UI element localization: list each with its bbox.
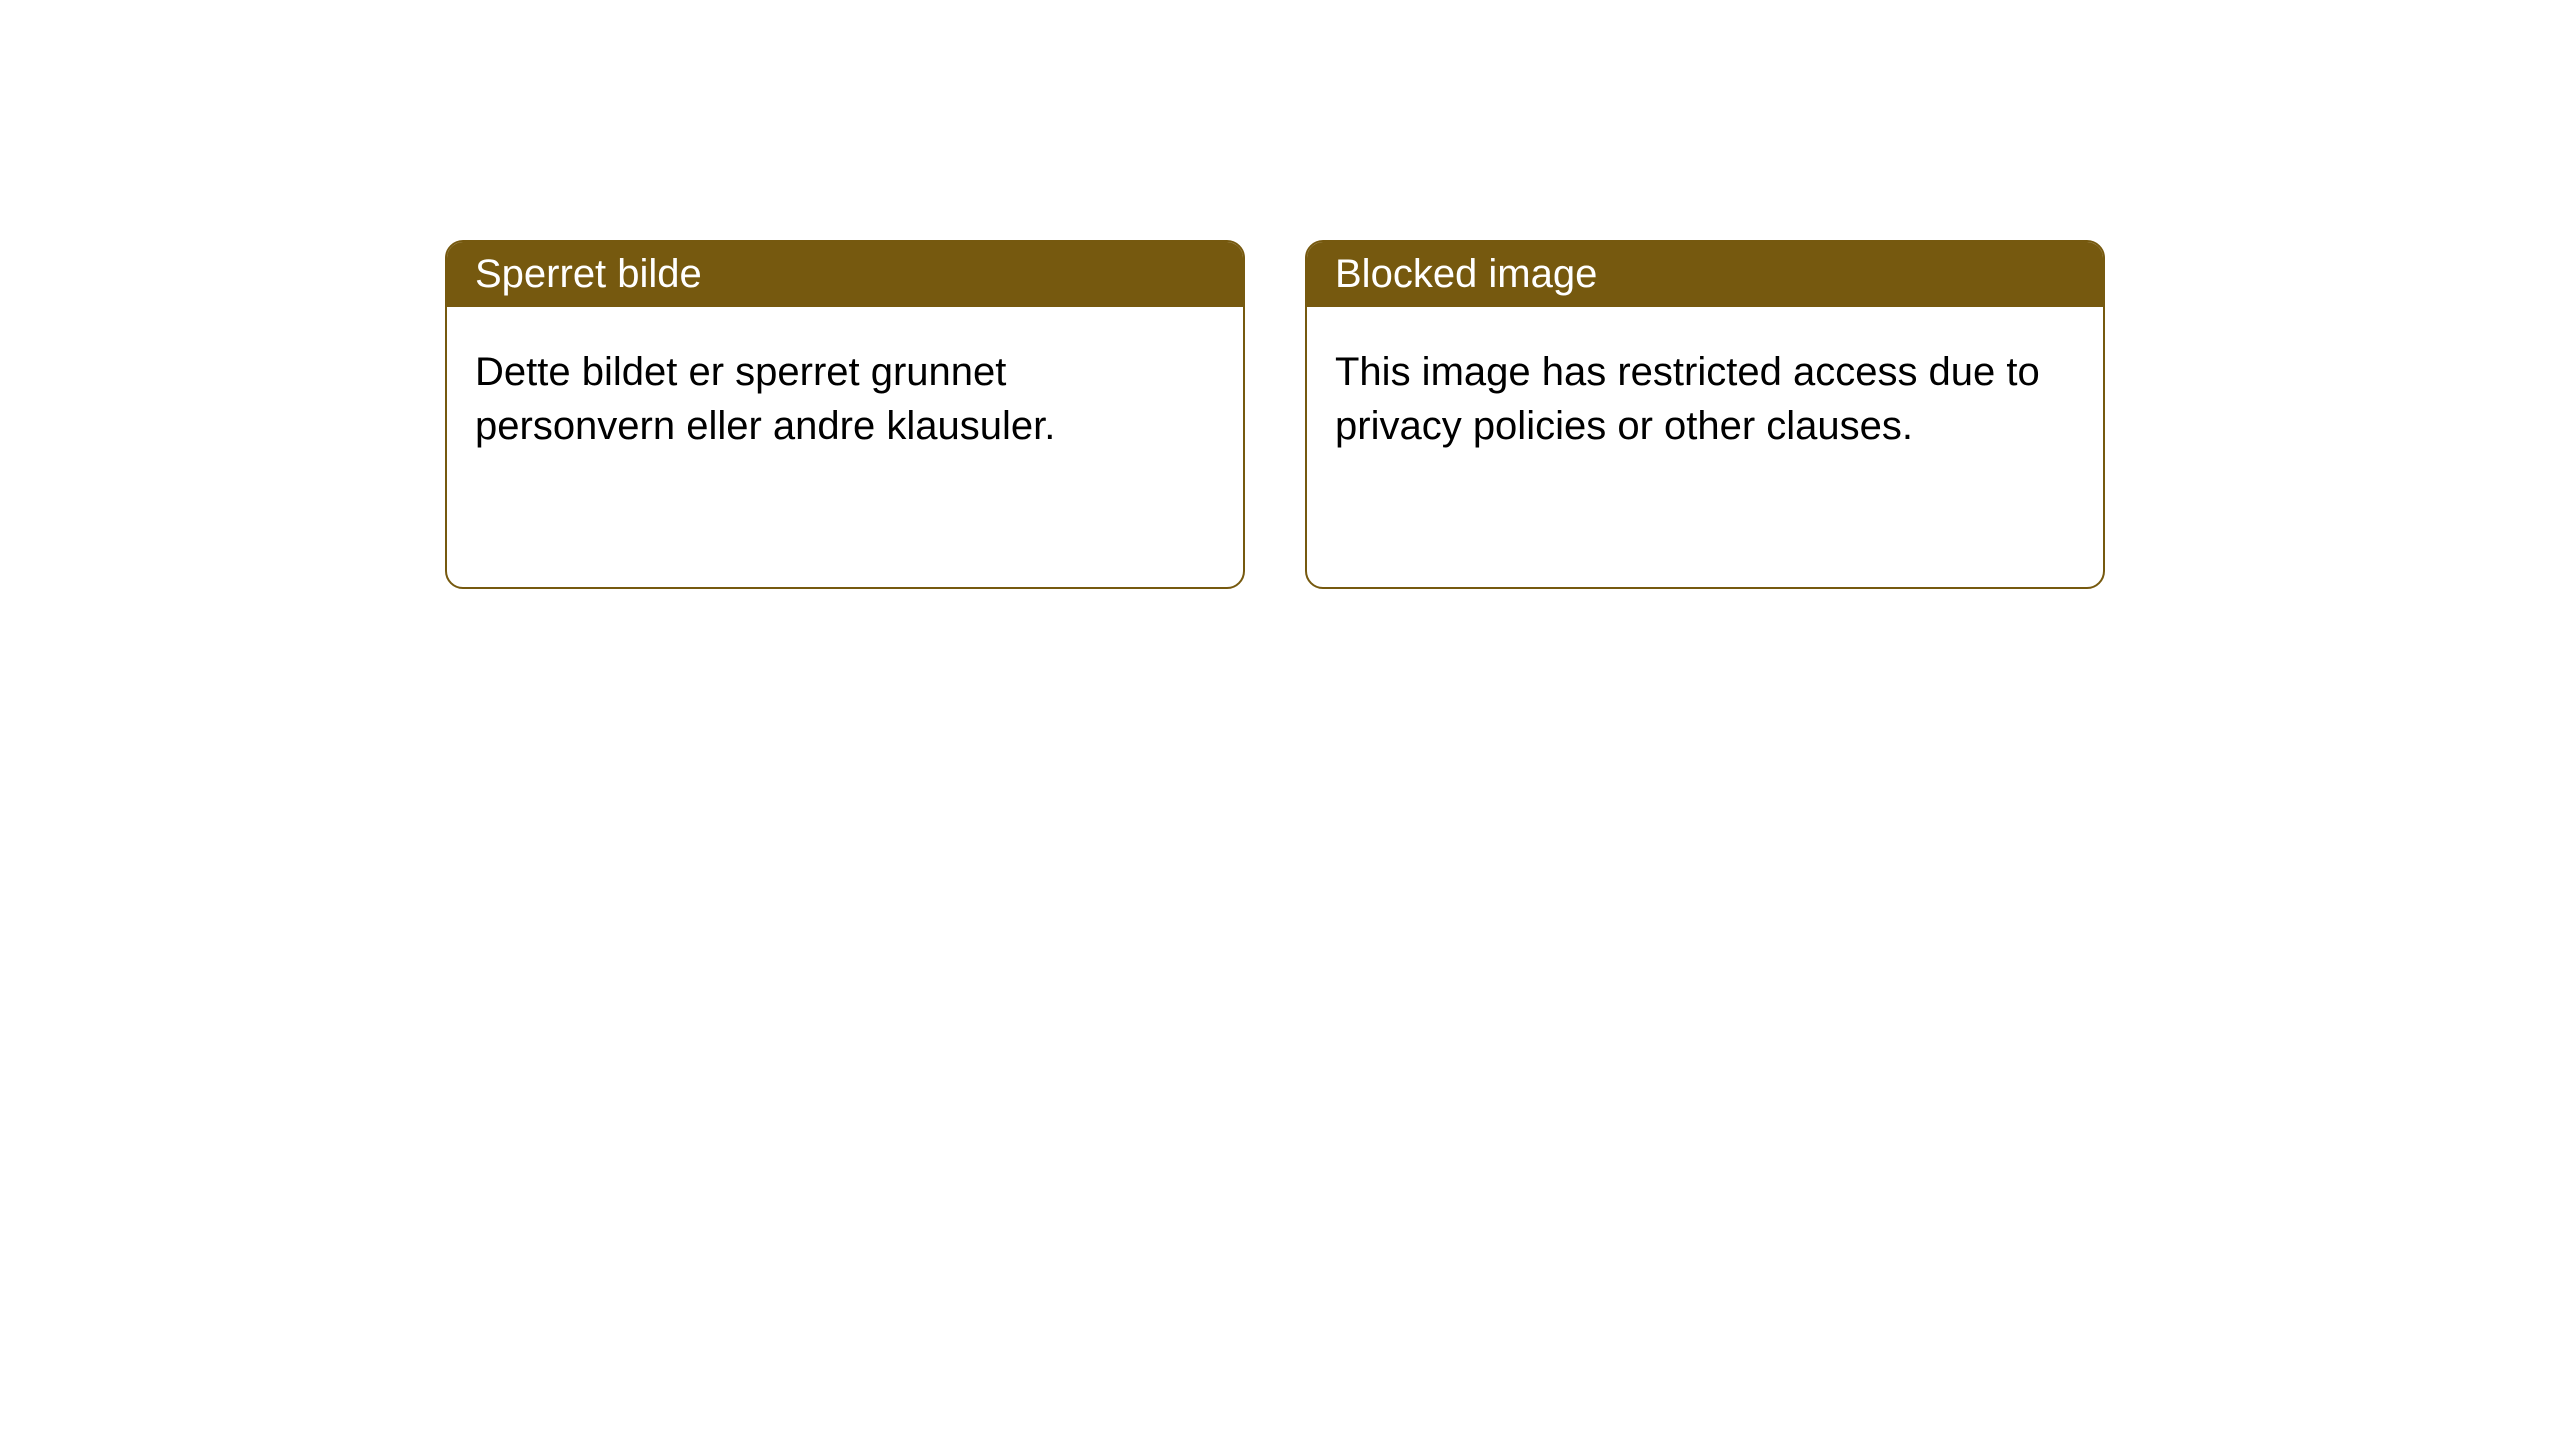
notice-card-norwegian: Sperret bilde Dette bildet er sperret gr… xyxy=(445,240,1245,589)
notice-card-header: Sperret bilde xyxy=(447,242,1243,307)
notice-card-message: This image has restricted access due to … xyxy=(1335,350,2040,448)
notice-card-body: This image has restricted access due to … xyxy=(1307,307,2103,587)
notice-card-title: Blocked image xyxy=(1335,252,1597,296)
notice-card-body: Dette bildet er sperret grunnet personve… xyxy=(447,307,1243,587)
notice-card-message: Dette bildet er sperret grunnet personve… xyxy=(475,350,1055,448)
notice-card-title: Sperret bilde xyxy=(475,252,702,296)
notice-card-header: Blocked image xyxy=(1307,242,2103,307)
notice-card-english: Blocked image This image has restricted … xyxy=(1305,240,2105,589)
notice-cards-container: Sperret bilde Dette bildet er sperret gr… xyxy=(445,240,2105,589)
